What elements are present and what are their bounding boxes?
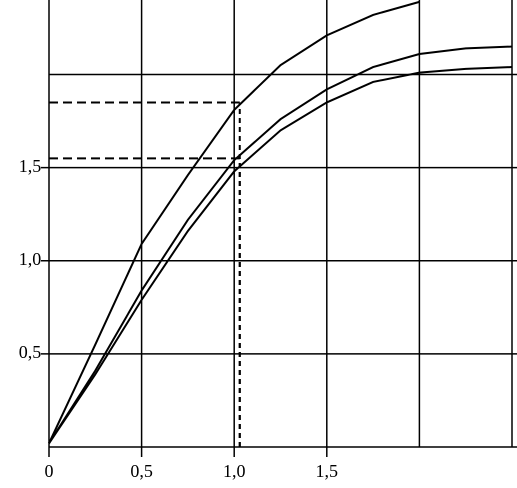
line-series	[48, 66, 513, 444]
line-series	[48, 45, 513, 444]
x-tick-label: 1,5	[316, 461, 339, 481]
y-tick-label: 1,0	[19, 249, 42, 269]
x-tick-label: 0	[45, 461, 54, 481]
x-tick-label: 0,5	[130, 461, 153, 481]
y-tick-label: 1,5	[19, 156, 42, 176]
y-tick-label: 0,5	[19, 342, 42, 362]
line-series	[48, 0, 420, 444]
x-tick-label: 1,0	[223, 461, 246, 481]
